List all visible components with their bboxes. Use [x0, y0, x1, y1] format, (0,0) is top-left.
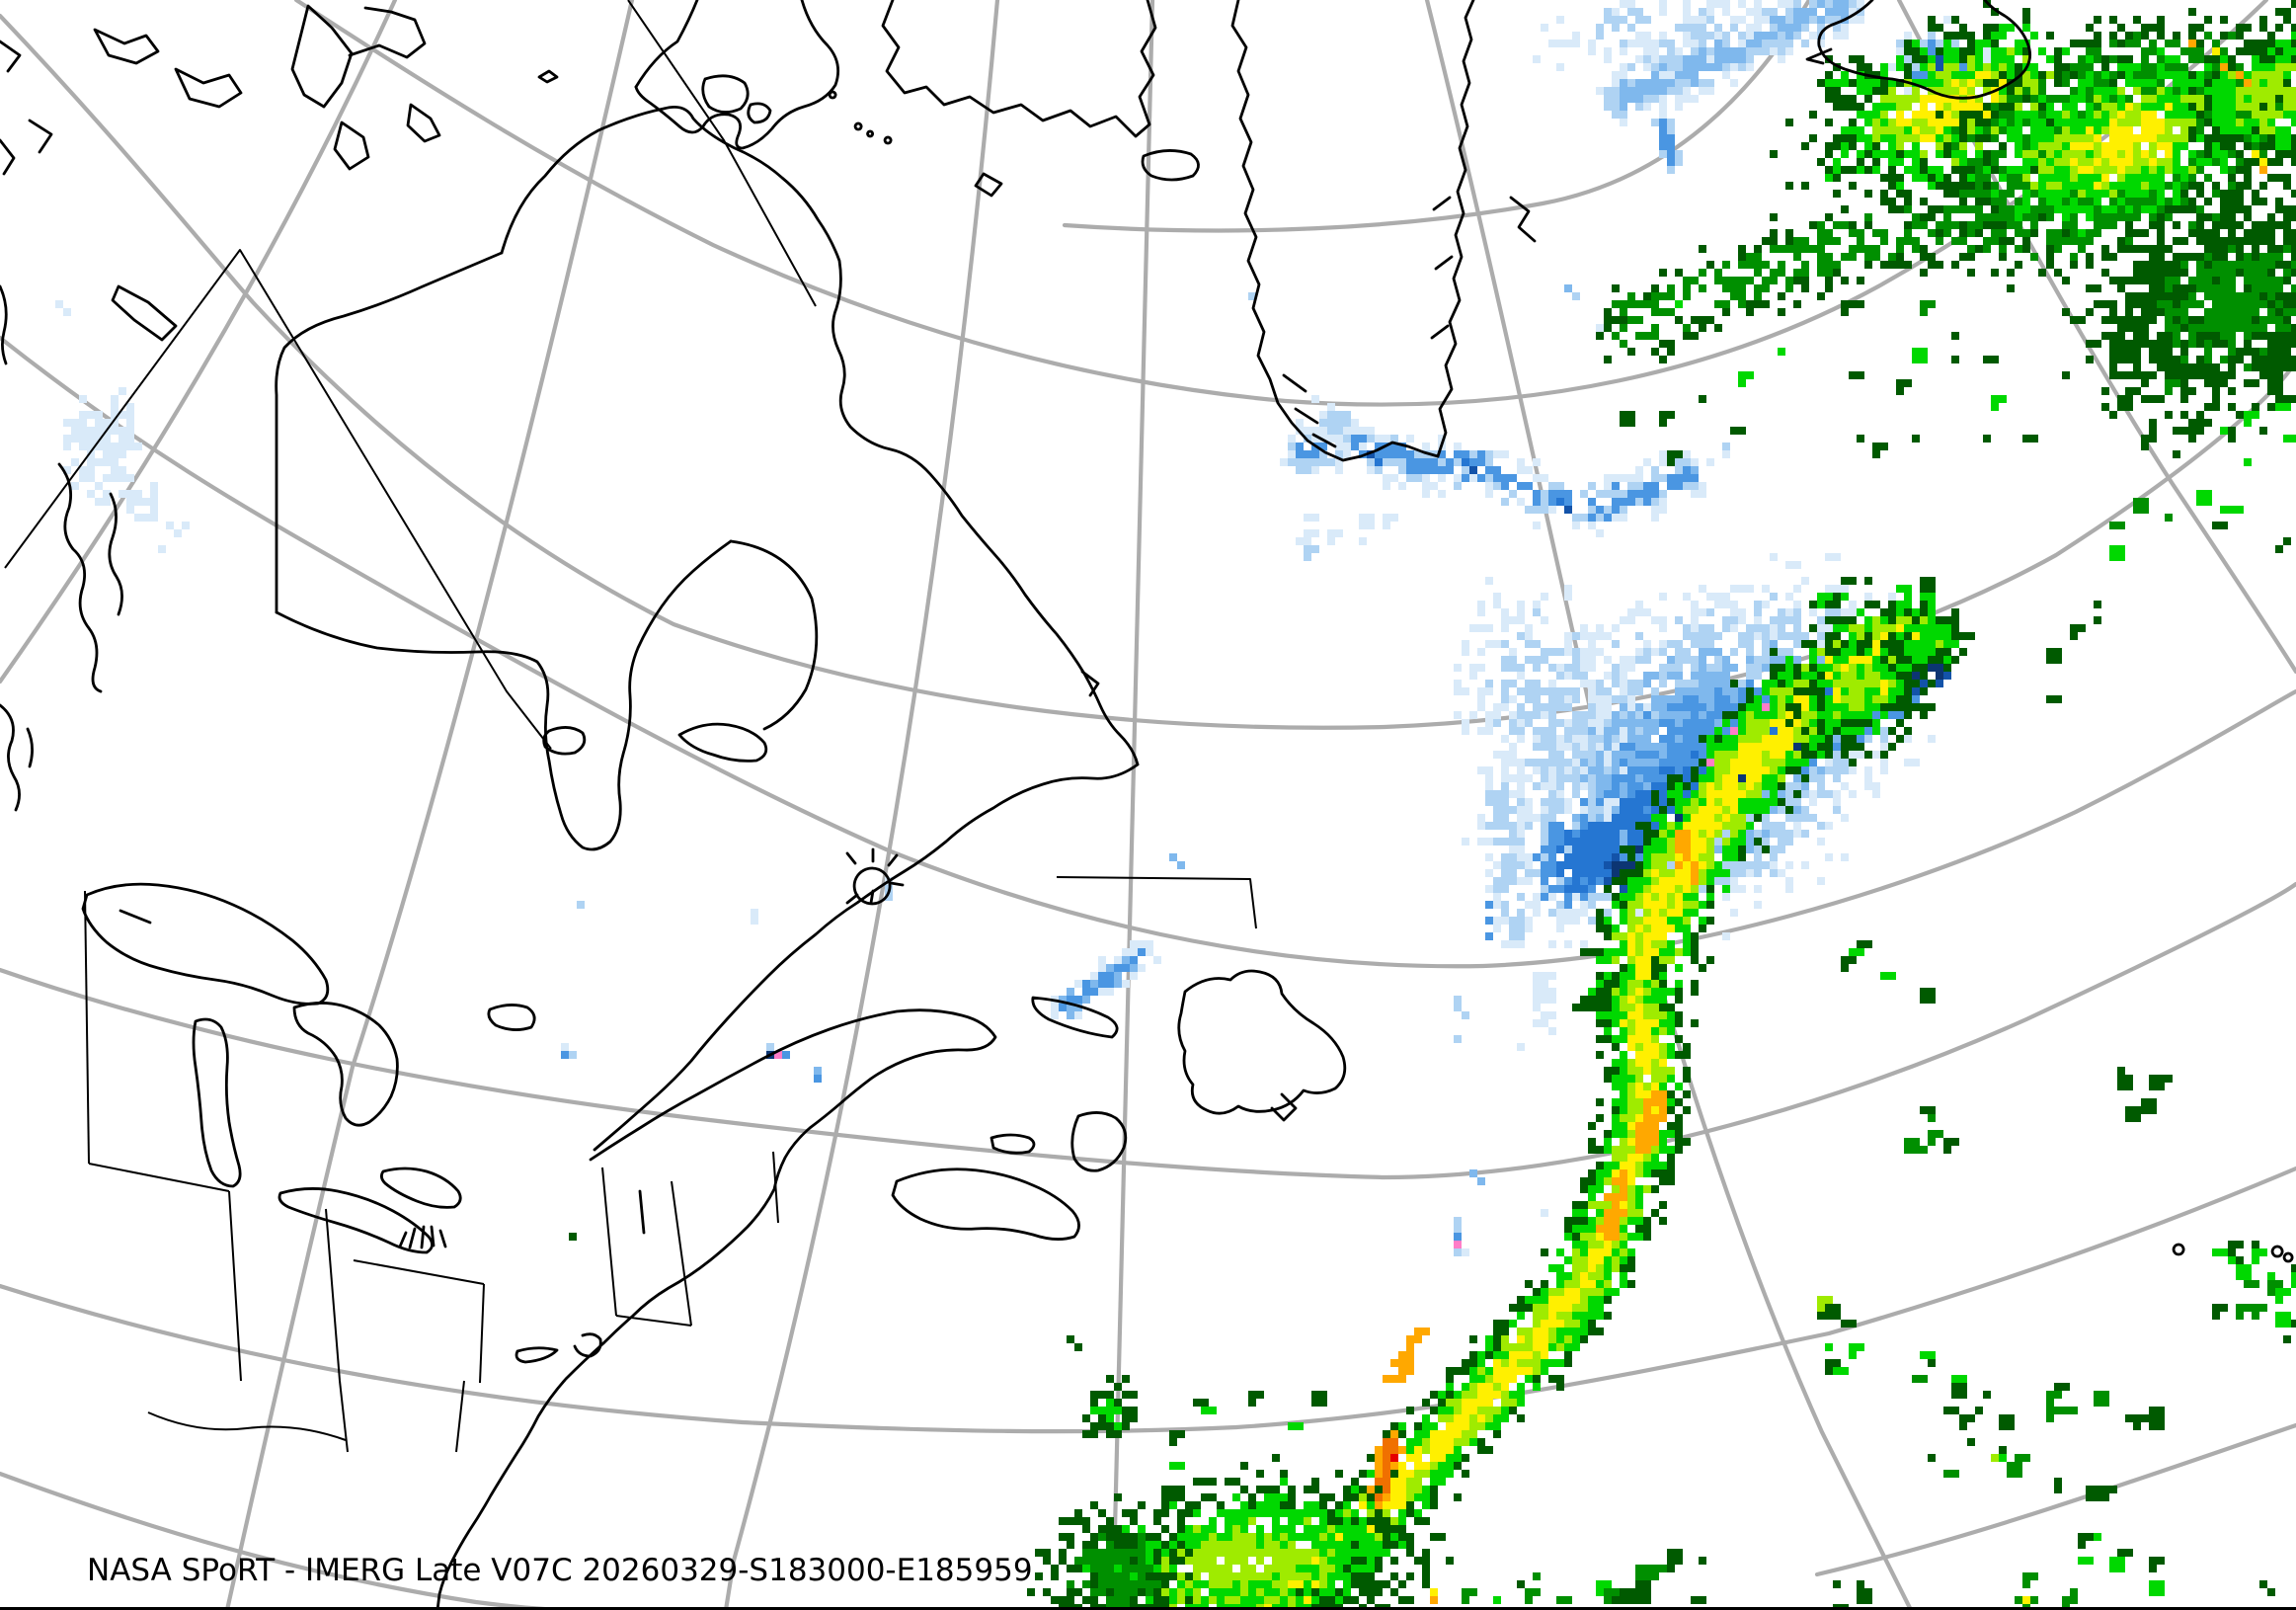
product-caption: NASA SPoRT - IMERG Late V07C 20260329-S1…: [87, 1553, 1033, 1588]
precipitation-layer: [55, 0, 2296, 1610]
state-border-layer: [4, 0, 1257, 1453]
